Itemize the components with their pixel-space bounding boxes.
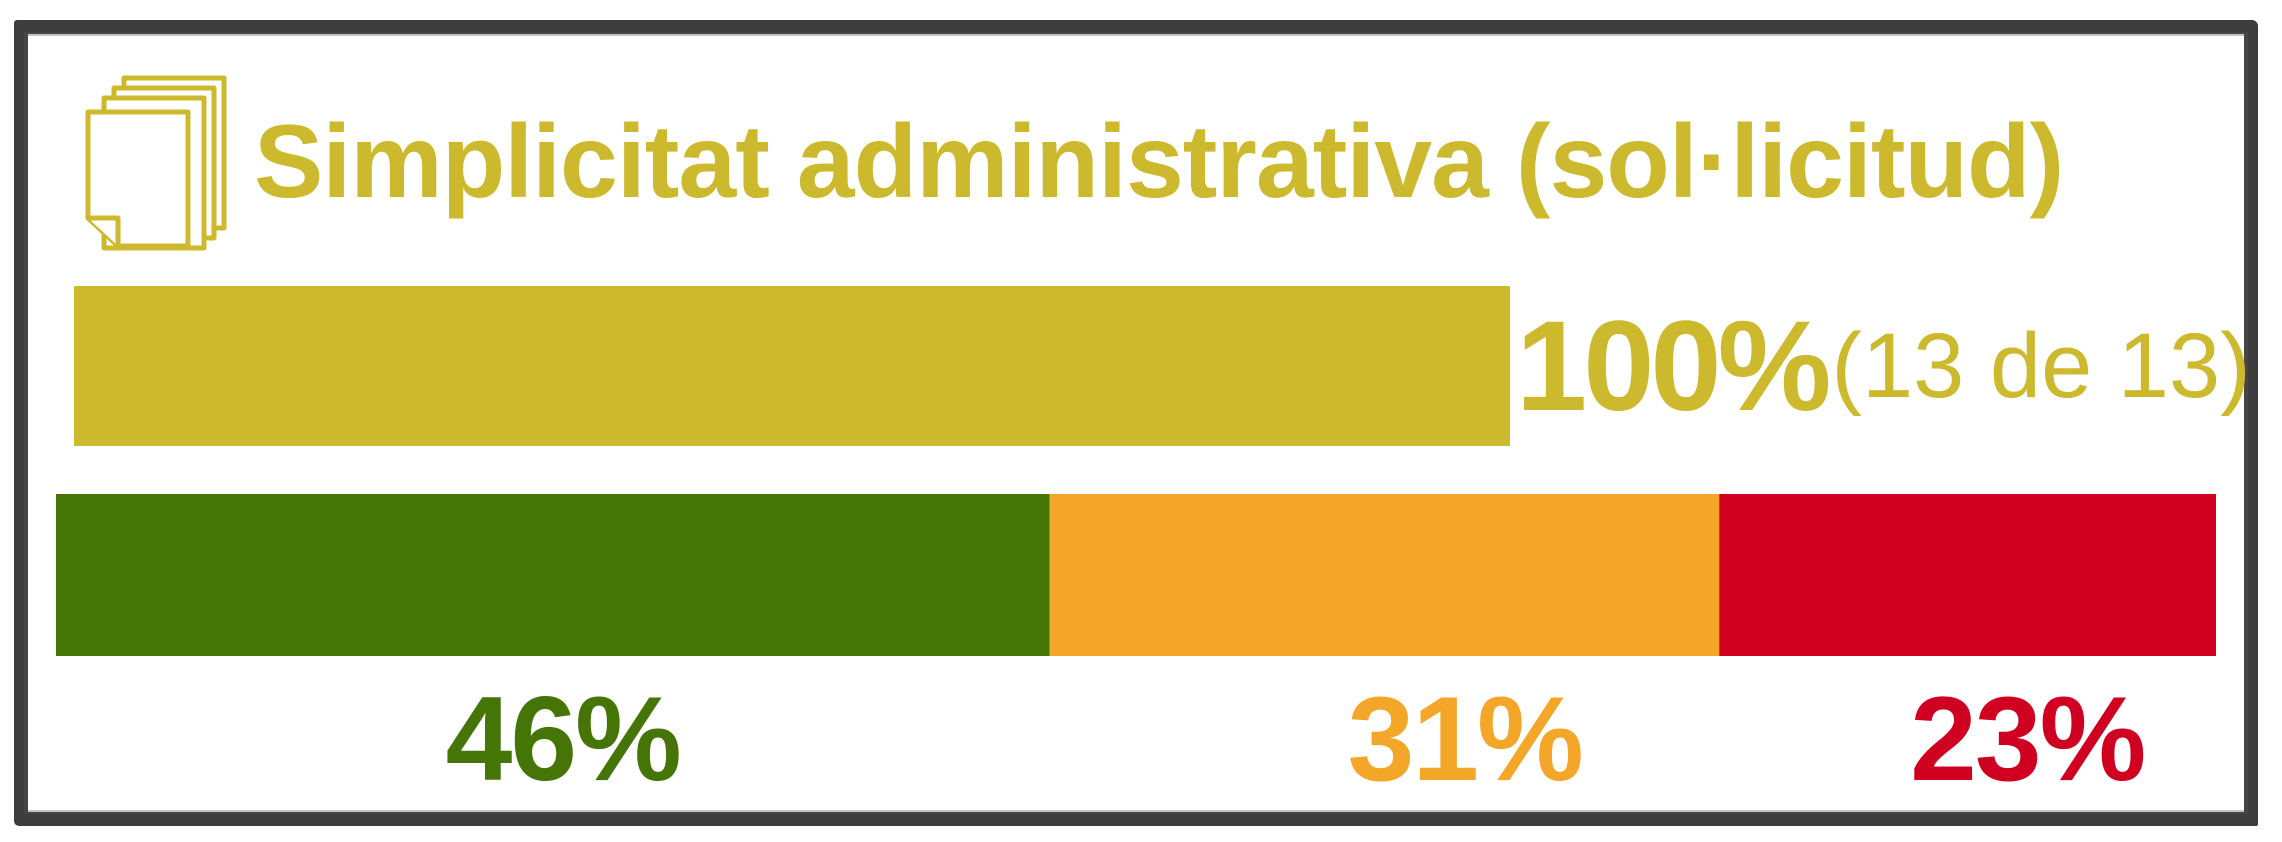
page-title: Simplicitat administrativa (sol·licitud) bbox=[254, 103, 2064, 220]
stacked-bar-labels: 46% 31% 23% bbox=[0, 670, 2282, 820]
total-bar-fill bbox=[74, 286, 1510, 446]
total-bar-track bbox=[74, 286, 1510, 446]
stacked-bar-label-2: 31% bbox=[1347, 672, 1584, 806]
total-count-label: (13 de 13) bbox=[1831, 314, 2251, 417]
card-frame-inner bbox=[24, 32, 2248, 814]
stacked-bar-label-1: 46% bbox=[445, 672, 682, 806]
stacked-bar-label-3: 23% bbox=[1910, 672, 2146, 806]
header: Simplicitat administrativa (sol·licitud) bbox=[82, 72, 2064, 252]
total-percent-label: 100% bbox=[1516, 294, 1831, 438]
stacked-bar-segment-1 bbox=[56, 494, 1050, 656]
stacked-bar-segment-2 bbox=[1049, 494, 1720, 656]
card-frame bbox=[14, 20, 2258, 826]
stacked-bar-segment-3 bbox=[1719, 494, 2216, 656]
stacked-documents-icon bbox=[85, 75, 227, 251]
total-bar-labels: 100% (13 de 13) bbox=[1516, 286, 2251, 446]
stacked-bar-chart bbox=[56, 494, 2216, 656]
total-bar-row: 100% (13 de 13) bbox=[74, 286, 2254, 446]
